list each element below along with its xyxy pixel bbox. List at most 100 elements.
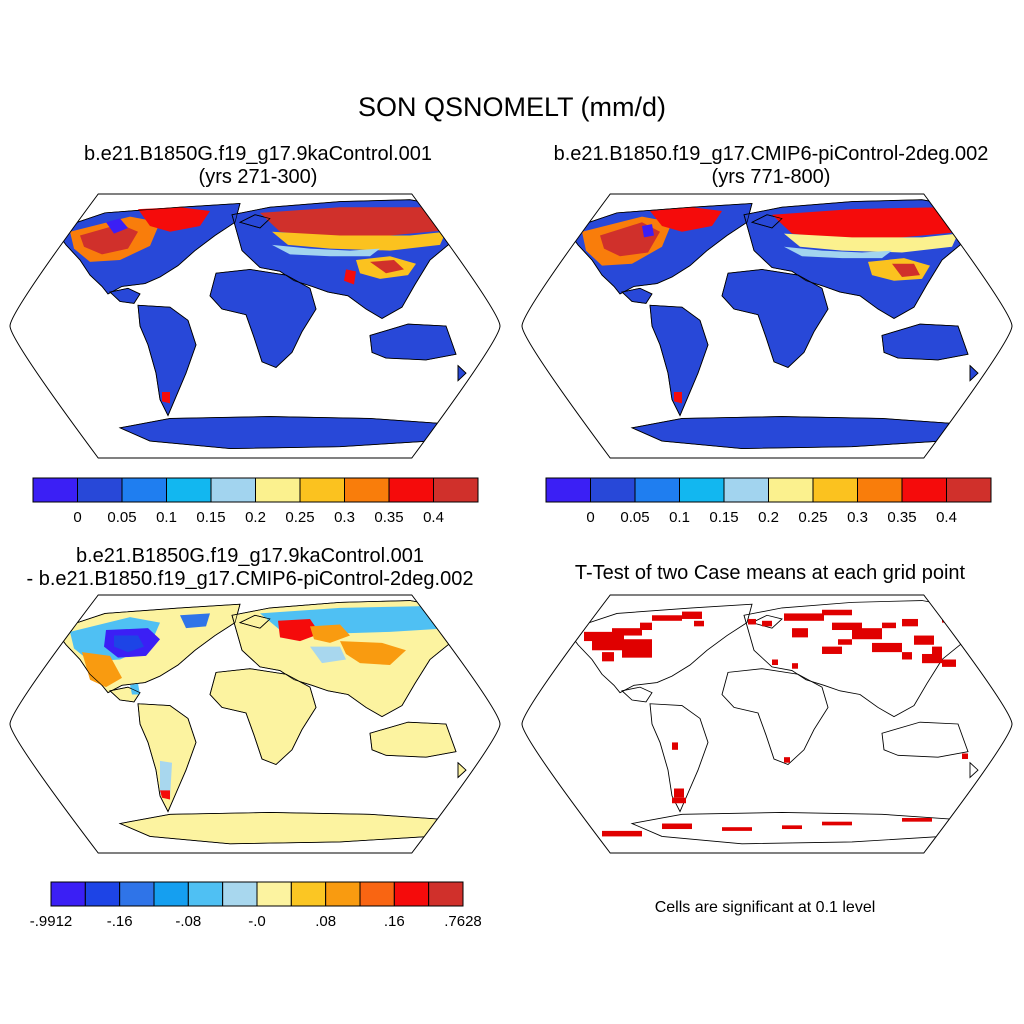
colorbar-difference-box-7 (290, 881, 327, 907)
land-difference-6 (457, 761, 467, 779)
colorbar-case2-label-2: 0.1 (669, 509, 690, 526)
colorbar-case1-label-8: 0.4 (423, 509, 444, 526)
sig-cell-18 (872, 642, 902, 653)
field-patch-difference-10 (160, 760, 172, 800)
sig-cell-3 (622, 648, 652, 658)
field-patch-case1-6 (272, 244, 380, 257)
sig-cell-28 (762, 620, 772, 627)
sig-cell-6 (652, 615, 682, 621)
field-patch-difference-4 (180, 613, 210, 629)
colorbar-difference-box-2 (119, 881, 155, 907)
coastline-case2-2 (649, 304, 709, 417)
sig-cell-33 (784, 757, 790, 763)
colorbar-case2-label-6: 0.3 (847, 509, 868, 526)
sig-cell-41 (962, 821, 982, 826)
panel-title-case1: b.e21.B1850G.f19_g17.9kaControl.001 (yrs… (23, 143, 493, 189)
colorbar-case1-box-1 (77, 477, 123, 503)
colorbar-difference-label-3: -.0 (248, 913, 266, 930)
field-patch-difference-8 (340, 641, 406, 666)
coastline-case2-5 (881, 323, 969, 361)
panel-title-case2-line2: (yrs 771-800) (711, 166, 831, 188)
colorbar-case2-box-9 (946, 477, 992, 503)
field-patch-case2-3 (650, 207, 722, 232)
map-border-case2 (521, 193, 1013, 459)
colorbar-case2-box-6 (812, 477, 858, 503)
colorbar-difference-label-5: .16 (384, 913, 405, 930)
colorbar-difference: -.9912 -.16 -.08 -.0 .08 .16 .7628 (30, 881, 482, 930)
sig-cell-9 (784, 613, 824, 621)
colorbar-case1-box-9 (433, 477, 479, 503)
sig-cell-26 (772, 659, 778, 666)
colorbar-case1-box-8 (388, 477, 434, 503)
sig-cell-19 (822, 646, 842, 654)
sig-cell-17 (962, 622, 970, 629)
land-case2-8 (630, 416, 964, 449)
panel-title-case1-line1: b.e21.B1850G.f19_g17.9kaControl.001 (83, 143, 433, 165)
field-patch-difference-3 (82, 652, 122, 688)
map-area-case2 (566, 199, 993, 449)
colorbar-difference-box-3 (153, 881, 189, 907)
sig-cell-8 (694, 620, 704, 627)
colorbar-case2: 0 0.05 0.1 0.15 0.2 0.25 0.3 0.35 0.4 (545, 477, 992, 526)
coastline-case2-6 (969, 364, 979, 382)
colorbar-case2-box-1 (590, 477, 636, 503)
colorbar-case1-box-5 (255, 477, 301, 503)
map-panel-case2 (521, 193, 1013, 459)
sig-cell-5 (602, 652, 614, 662)
coastline-case1-0 (54, 203, 241, 295)
sig-cell-15 (914, 635, 934, 645)
panel-title-difference: b.e21.B1850G.f19_g17.9kaControl.001 - b.… (0, 545, 520, 591)
field-patch-difference-2 (114, 635, 144, 653)
field-patch-case2-2 (642, 224, 654, 238)
sig-cell-25 (942, 659, 956, 667)
sig-cell-31 (674, 788, 684, 798)
field-patch-case1-9 (344, 269, 356, 285)
coastline-case2-4 (721, 269, 829, 368)
figure-title: SON QSNOMELT (mm/d) (357, 92, 667, 122)
sig-cell-30 (672, 742, 678, 750)
coastline-case1-2 (137, 304, 197, 417)
map-area-case1 (54, 199, 481, 449)
colorbar-case1-label-4: 0.2 (245, 509, 266, 526)
panel-title-ttest: T-Test of two Case means at each grid po… (574, 562, 966, 584)
sig-cell-40 (902, 817, 932, 822)
colorbar-case2-label-8: 0.4 (936, 509, 957, 526)
land-difference-5 (369, 721, 457, 758)
field-patch-case2-8 (892, 263, 920, 277)
field-patch-case1-10 (162, 392, 170, 404)
field-patch-case2-5 (784, 233, 958, 253)
panel-title-difference-line1: b.e21.B1850G.f19_g17.9kaControl.001 (75, 545, 425, 567)
colorbar-difference-box-0 (50, 881, 86, 907)
colorbar-case2-box-5 (768, 477, 814, 503)
land-ttest-1 (621, 686, 653, 703)
colorbar-case2-label-4: 0.2 (758, 509, 779, 526)
field-patch-difference-6 (278, 618, 320, 642)
sig-cell-16 (942, 613, 960, 623)
field-patch-case1-1 (80, 224, 138, 255)
field-patch-case1-3 (138, 207, 210, 232)
panel-title-case1-line2: (yrs 271-300) (198, 166, 318, 188)
colorbar-difference-box-4 (187, 881, 224, 907)
field-patch-difference-9 (310, 646, 346, 664)
coastline-case1-4 (209, 269, 317, 368)
sig-cell-36 (662, 823, 692, 830)
land-case2-6 (969, 364, 979, 382)
colorbar-case1-box-6 (299, 477, 345, 503)
colorbar-difference-box-1 (84, 881, 121, 907)
colorbar-difference-label-0: -.9912 (30, 913, 73, 930)
field-patch-case2-4 (772, 207, 982, 240)
sig-cell-7 (682, 611, 702, 619)
map-panel-case1 (9, 193, 501, 459)
colorbar-case2-box-2 (634, 477, 680, 503)
sig-cell-10 (822, 609, 852, 616)
coastline-difference-0 (54, 603, 241, 694)
land-case1-5 (369, 323, 457, 361)
colorbar-difference-box-6 (256, 881, 292, 907)
colorbar-case2-box-8 (901, 477, 947, 503)
colorbar-difference-label-1: -.16 (107, 913, 133, 930)
map-area-difference (54, 600, 481, 845)
colorbar-case2-box-7 (857, 477, 903, 503)
coastline-difference-1 (109, 686, 141, 703)
land-ttest-3 (743, 600, 993, 718)
